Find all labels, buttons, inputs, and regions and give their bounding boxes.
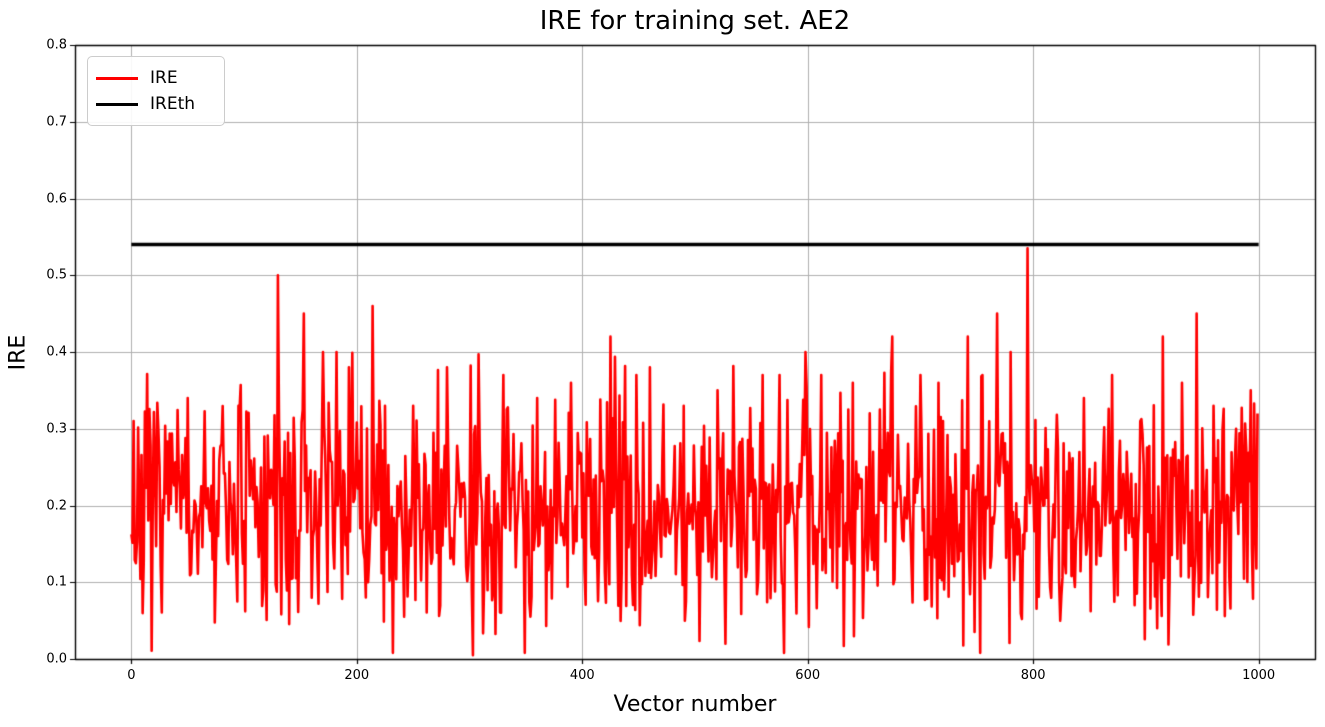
x-axis-label: Vector number — [613, 692, 777, 717]
legend-label-ireth: IREth — [150, 94, 196, 114]
legend-line-sample-ireth — [96, 102, 138, 106]
y-tick-label: 0.4 — [46, 344, 67, 360]
y-tick-label: 0.7 — [46, 114, 67, 130]
legend-item-ireth: IREth — [96, 91, 214, 117]
y-tick-label: 0.6 — [46, 191, 67, 206]
chart-title: IRE for training set. AE2 — [539, 6, 851, 36]
y-tick-label: 0.8 — [46, 37, 67, 53]
y-tick-label: 0.1 — [46, 574, 67, 590]
legend-label-ire: IRE — [150, 68, 178, 88]
y-tick-label: 0.2 — [46, 498, 67, 513]
y-tick-label: 0.5 — [46, 267, 67, 283]
x-tick-label: 1000 — [1242, 668, 1276, 683]
y-tick-label: 0.3 — [46, 421, 67, 437]
x-tick-label: 0 — [127, 668, 136, 683]
y-tick-label: 0.0 — [46, 651, 67, 667]
legend: IRE IREth — [87, 56, 225, 126]
x-tick-label: 600 — [795, 668, 821, 683]
x-tick-label: 400 — [569, 668, 595, 683]
x-tick-label: 200 — [344, 668, 370, 683]
legend-line-sample-ire — [96, 76, 138, 80]
x-tick-label: 800 — [1020, 668, 1046, 683]
legend-item-ire: IRE — [96, 65, 214, 91]
